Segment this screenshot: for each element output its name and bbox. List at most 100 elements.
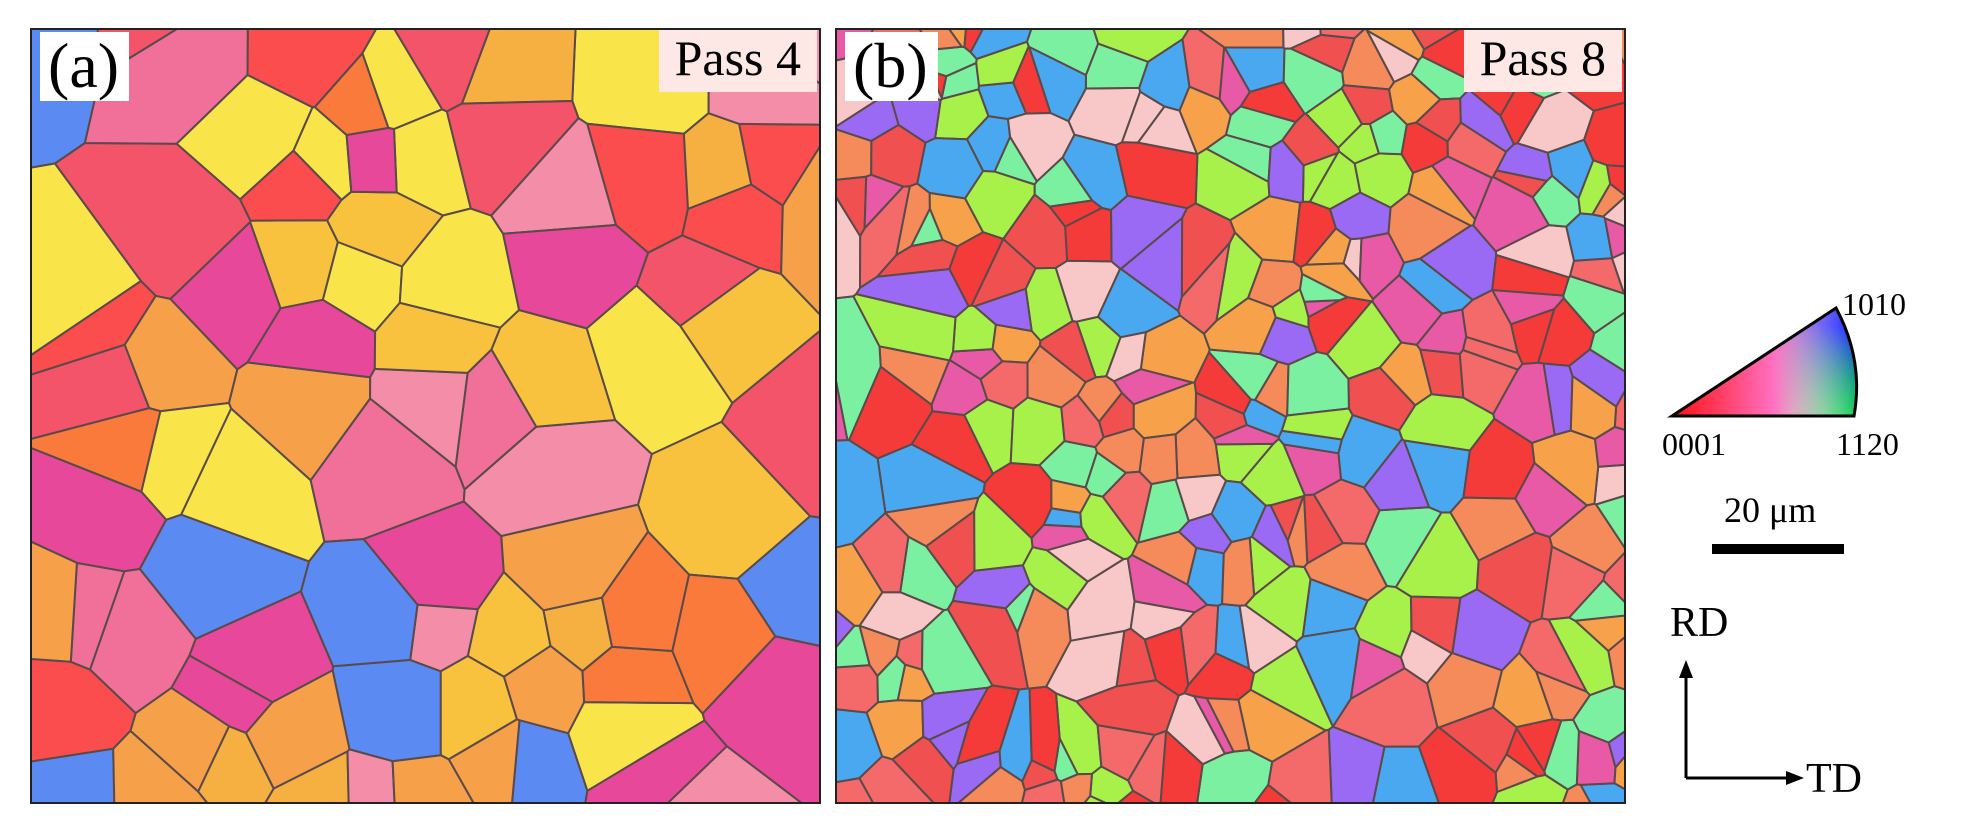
grain — [445, 100, 580, 217]
grain — [1129, 600, 1196, 641]
grain — [32, 162, 142, 356]
grain — [837, 777, 874, 802]
grain — [32, 540, 78, 663]
grain — [1326, 300, 1403, 380]
grain — [1064, 207, 1113, 263]
panel-letter-a: (a) — [40, 32, 130, 102]
ipf-label-top: 1010 — [1842, 286, 1906, 322]
grain — [1491, 254, 1570, 297]
pass-label-b: Pass 8 — [1463, 30, 1622, 92]
grain — [1514, 462, 1588, 538]
grain — [1606, 164, 1624, 196]
scale-bar-line — [1712, 544, 1844, 554]
grain — [1289, 33, 1356, 74]
axes-arrows-icon — [1679, 660, 1804, 785]
grain — [1407, 164, 1476, 227]
grain — [1446, 121, 1508, 179]
grain — [1221, 536, 1256, 607]
grain — [701, 635, 819, 802]
grain — [170, 654, 274, 734]
grain — [1021, 759, 1059, 791]
grain — [679, 267, 819, 404]
grain — [89, 568, 197, 715]
grain — [1299, 273, 1349, 303]
grain — [948, 231, 1005, 307]
grain — [973, 490, 1034, 572]
grain — [1183, 652, 1255, 701]
grain — [1495, 142, 1554, 182]
grain — [1009, 396, 1066, 467]
grain — [409, 603, 479, 673]
grain — [1363, 438, 1430, 512]
grain — [1208, 348, 1279, 401]
grain — [1059, 772, 1093, 802]
scale-bar: 20 μm — [1712, 492, 1852, 562]
pass-label-a: Pass 4 — [658, 30, 817, 92]
ipf-color-key: 1010 0001 1120 — [1662, 258, 1946, 460]
ipf-label-right: 1120 — [1836, 426, 1899, 462]
grain — [299, 538, 419, 668]
grain — [1084, 451, 1127, 498]
grain — [391, 754, 475, 802]
axis-label-rd: RD — [1670, 600, 1729, 646]
grain — [1021, 546, 1089, 611]
grain — [1026, 30, 1100, 76]
sample-axes: RD TD — [1670, 602, 1930, 802]
grain — [1613, 755, 1624, 790]
ipf-label-left: 0001 — [1662, 426, 1726, 462]
grain — [1177, 242, 1231, 335]
grain — [140, 402, 233, 521]
grain — [1178, 85, 1232, 156]
grain — [964, 170, 1036, 240]
grain — [1138, 433, 1179, 485]
grain — [1075, 679, 1180, 736]
grain — [1113, 368, 1194, 406]
axis-label-td: TD — [1806, 756, 1862, 802]
grain — [928, 720, 971, 771]
panel-letter-b: (b) — [845, 32, 938, 102]
grain — [837, 708, 884, 784]
ebsd-grain-map-image — [32, 30, 819, 802]
grain — [1417, 726, 1498, 802]
grain — [1280, 407, 1354, 441]
grain — [601, 530, 690, 652]
grain — [462, 419, 653, 537]
grain — [1110, 194, 1188, 270]
grain — [1340, 84, 1394, 125]
grain — [1282, 443, 1342, 497]
grain — [963, 30, 984, 54]
grain — [1254, 783, 1292, 802]
grain — [837, 196, 862, 300]
grain — [1583, 101, 1624, 168]
grain — [1398, 393, 1496, 452]
grain — [345, 126, 398, 194]
ebsd-grain-map-image — [837, 30, 1624, 802]
grain — [910, 410, 994, 484]
grain — [1303, 542, 1388, 602]
grain — [1602, 196, 1624, 228]
scale-bar-label: 20 μm — [1724, 490, 1817, 530]
grain — [1366, 30, 1420, 83]
grain — [852, 293, 957, 362]
grain — [1028, 685, 1061, 773]
grain — [1572, 685, 1624, 744]
grain — [1595, 494, 1624, 549]
ebsd-map-pass-8: (b) Pass 8 — [835, 28, 1626, 804]
grain — [32, 280, 157, 376]
grain — [1358, 232, 1405, 300]
grain — [581, 645, 695, 705]
grain — [1569, 257, 1624, 295]
grain — [1118, 789, 1155, 802]
grain — [1210, 479, 1267, 543]
grain — [1399, 629, 1453, 685]
grain — [1394, 511, 1480, 599]
grain — [837, 664, 879, 714]
grain — [1562, 783, 1592, 802]
grain — [837, 380, 849, 442]
grain — [1307, 296, 1373, 356]
grain — [1197, 30, 1285, 49]
ebsd-map-pass-4: (a) Pass 4 — [30, 28, 821, 804]
grain — [1462, 335, 1524, 371]
grain — [313, 52, 390, 136]
grain — [973, 287, 1033, 332]
